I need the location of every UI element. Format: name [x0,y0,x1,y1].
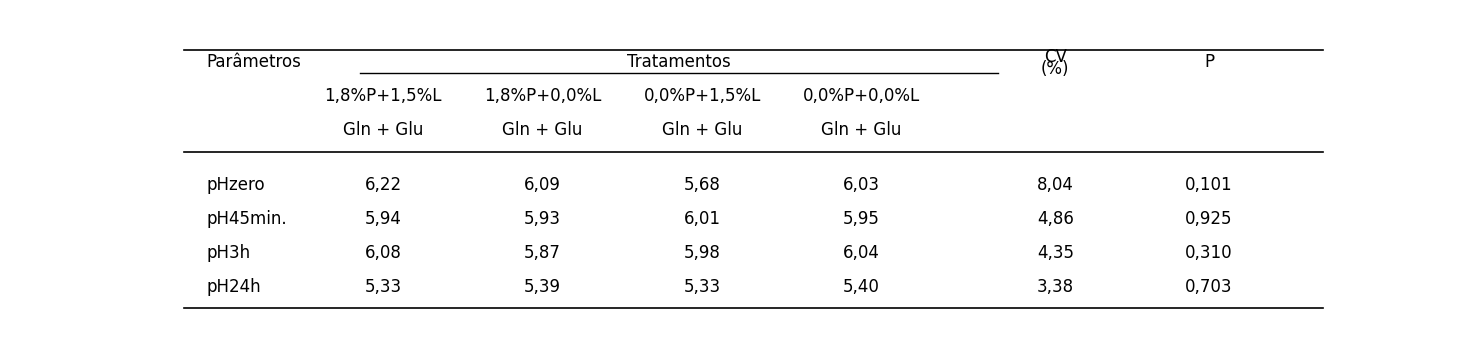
Text: 5,98: 5,98 [684,244,720,262]
Text: 5,87: 5,87 [525,244,562,262]
Text: Gln + Glu: Gln + Glu [822,121,901,139]
Text: 0,703: 0,703 [1185,278,1233,296]
Text: 0,0%P+0,0%L: 0,0%P+0,0%L [803,87,920,105]
Text: Gln + Glu: Gln + Glu [662,121,742,139]
Text: pH24h: pH24h [206,278,262,296]
Text: pHzero: pHzero [206,176,265,194]
Text: 5,94: 5,94 [365,210,401,228]
Text: 1,8%P+1,5%L: 1,8%P+1,5%L [325,87,442,105]
Text: 1,8%P+0,0%L: 1,8%P+0,0%L [484,87,601,105]
Text: Tratamentos: Tratamentos [628,53,731,71]
Text: 6,22: 6,22 [365,176,401,194]
Text: Parâmetros: Parâmetros [206,53,301,71]
Text: 0,0%P+1,5%L: 0,0%P+1,5%L [644,87,761,105]
Text: 4,35: 4,35 [1036,244,1073,262]
Text: (%): (%) [1041,60,1070,78]
Text: 0,310: 0,310 [1185,244,1233,262]
Text: 6,09: 6,09 [525,176,562,194]
Text: 5,93: 5,93 [525,210,562,228]
Text: 5,33: 5,33 [684,278,720,296]
Text: 8,04: 8,04 [1036,176,1073,194]
Text: 5,33: 5,33 [365,278,401,296]
Text: 6,04: 6,04 [844,244,881,262]
Text: CV: CV [1044,48,1067,66]
Text: 6,08: 6,08 [365,244,401,262]
Text: 6,01: 6,01 [684,210,720,228]
Text: Gln + Glu: Gln + Glu [503,121,582,139]
Text: 5,39: 5,39 [525,278,562,296]
Text: Gln + Glu: Gln + Glu [343,121,423,139]
Text: 5,95: 5,95 [844,210,881,228]
Text: P: P [1204,53,1214,71]
Text: 0,925: 0,925 [1185,210,1233,228]
Text: 0,101: 0,101 [1185,176,1233,194]
Text: 4,86: 4,86 [1036,210,1073,228]
Text: pH45min.: pH45min. [206,210,287,228]
Text: 5,40: 5,40 [844,278,881,296]
Text: 3,38: 3,38 [1036,278,1075,296]
Text: 6,03: 6,03 [844,176,881,194]
Text: pH3h: pH3h [206,244,251,262]
Text: 5,68: 5,68 [684,176,720,194]
